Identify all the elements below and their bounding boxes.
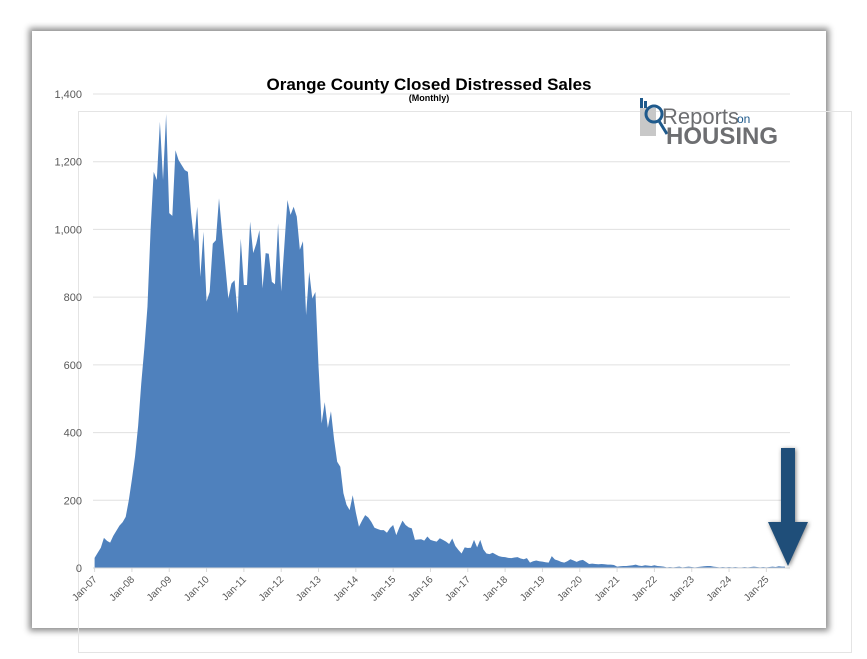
x-tick-label: Jan-10 <box>182 574 212 604</box>
down-arrow-icon <box>768 448 808 566</box>
y-tick-label: 1,400 <box>54 89 82 101</box>
x-tick-label: Jan-22 <box>630 574 660 604</box>
x-tick-label: Jan-15 <box>369 574 399 604</box>
x-axis-ticks: Jan-07 Jan-08 Jan-09 Jan-10 Jan-11 Jan-12 Jan-… <box>70 568 772 604</box>
x-tick-label: Jan-14 <box>332 574 362 604</box>
logo-housing: HOUSING <box>666 123 778 150</box>
y-axis-ticks: 0 200 400 600 800 1,000 1,200 1,400 <box>54 89 82 575</box>
logo-magnifier-handle-icon <box>657 120 669 135</box>
logo-magnifier-icon <box>644 104 664 124</box>
logo-on: on <box>737 112 750 126</box>
x-tick-label: Jan-08 <box>108 574 138 604</box>
x-tick-label: Jan-17 <box>444 574 474 604</box>
chart-subtitle: (Monthly) <box>408 93 450 103</box>
plot-frame <box>78 111 852 653</box>
y-tick-label: 0 <box>76 563 82 575</box>
logo-box-icon <box>640 108 656 136</box>
x-tick-label: Jan-16 <box>406 574 436 604</box>
down-arrow-annotation <box>768 448 808 566</box>
logo-bar-icon <box>644 101 647 108</box>
x-tick-label: Jan-23 <box>667 574 697 604</box>
x-tick-label: Jan-25 <box>742 574 772 604</box>
x-tick-label: Jan-12 <box>257 574 287 604</box>
y-tick-label: 1,200 <box>54 157 82 169</box>
y-tick-label: 1,000 <box>54 224 82 236</box>
x-tick-label: Jan-13 <box>294 574 324 604</box>
x-tick-label: Jan-24 <box>705 574 735 604</box>
chart-title: Orange County Closed Distressed Sales <box>266 75 592 94</box>
x-tick-label: Jan-20 <box>555 574 585 604</box>
y-tick-label: 400 <box>64 428 82 440</box>
x-tick-label: Jan-19 <box>518 574 548 604</box>
series-area <box>94 113 786 568</box>
reports-on-housing-logo: Reports on HOUSING <box>640 98 778 150</box>
x-tick-label: Jan-11 <box>220 574 249 603</box>
x-tick-label: Jan-07 <box>70 574 100 604</box>
logo-bar-icon <box>640 98 643 108</box>
y-tick-label: 600 <box>64 360 82 372</box>
y-tick-label: 200 <box>64 495 82 507</box>
logo-reports: Reports <box>662 104 739 129</box>
y-tick-label: 800 <box>64 292 82 304</box>
x-tick-label: Jan-09 <box>145 574 175 604</box>
x-tick-label: Jan-21 <box>593 574 623 604</box>
x-tick-label: Jan-18 <box>481 574 511 604</box>
